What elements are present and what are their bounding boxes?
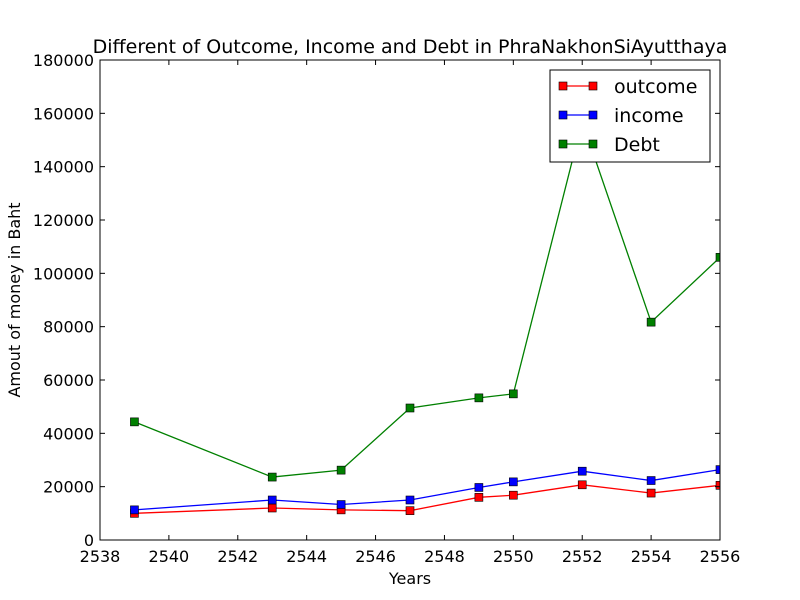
data-point-outcome <box>577 480 587 490</box>
y-tick-label: 100000 <box>33 264 94 283</box>
y-tick-label: 140000 <box>33 158 94 177</box>
plot-area <box>130 117 720 518</box>
data-point-debt <box>646 317 656 327</box>
x-tick-label: 2552 <box>562 547 603 566</box>
data-point-outcome <box>715 481 720 490</box>
data-point-income <box>474 483 484 492</box>
legend-label-debt: Debt <box>614 134 660 156</box>
data-point-outcome <box>646 488 656 498</box>
data-point-income <box>267 495 277 505</box>
plot-frame <box>99 59 721 541</box>
y-tick-label: 160000 <box>33 104 94 123</box>
data-point-outcome <box>267 503 277 513</box>
legend: outcome income Debt <box>549 69 711 163</box>
y-tick-label: 80000 <box>43 318 94 337</box>
data-point-outcome <box>405 506 415 515</box>
legend-marker-income <box>588 110 598 120</box>
x-tick-label: 2542 <box>217 547 258 566</box>
data-point-income <box>336 500 346 509</box>
data-point-income <box>130 505 139 515</box>
x-tick-label: 2548 <box>424 547 465 566</box>
data-point-debt <box>336 465 346 475</box>
data-point-debt <box>130 417 139 427</box>
x-tick-label: 2538 <box>80 547 121 566</box>
x-tick-label: 2554 <box>631 547 672 566</box>
data-point-income <box>405 495 415 505</box>
legend-label-outcome: outcome <box>614 76 697 98</box>
y-tick-label: 180000 <box>33 51 94 70</box>
y-tick-label: 60000 <box>43 371 94 390</box>
data-point-outcome <box>509 490 518 500</box>
data-point-income <box>646 476 656 485</box>
legend-marker-debt <box>588 139 598 149</box>
x-tick-label: 2540 <box>149 547 190 566</box>
legend-marker-outcome <box>558 81 568 91</box>
legend-marker-income <box>558 110 568 120</box>
y-axis-label: Amout of money in Baht <box>5 202 24 397</box>
y-tick-label: 20000 <box>43 478 94 497</box>
data-point-income <box>715 465 720 474</box>
legend-label-income: income <box>614 105 684 127</box>
data-point-outcome <box>474 493 484 502</box>
data-point-debt <box>267 472 277 482</box>
data-point-debt <box>405 403 415 413</box>
legend-box <box>549 69 711 163</box>
y-tick-label: 40000 <box>43 424 94 443</box>
data-point-income <box>509 477 518 487</box>
x-tick-label: 2546 <box>355 547 396 566</box>
y-tick-label: 120000 <box>33 211 94 230</box>
x-tick-label: 2544 <box>286 547 327 566</box>
x-tick-label: 2550 <box>493 547 534 566</box>
data-point-debt <box>474 393 484 403</box>
x-tick-label: 2556 <box>700 547 741 566</box>
x-axis-label: Years <box>388 569 431 588</box>
data-point-debt <box>715 253 720 262</box>
data-point-debt <box>509 389 518 399</box>
data-point-income <box>577 466 587 476</box>
axis-ticks: 2538 2540 2542 2544 2546 2548 2550 2552 2554 2556… <box>33 51 740 566</box>
chart-title: Different of Outcome, Income and Debt in… <box>93 36 728 58</box>
legend-marker-debt <box>558 139 568 149</box>
legend-marker-outcome <box>588 81 598 91</box>
y-tick-label: 0 <box>84 531 94 550</box>
